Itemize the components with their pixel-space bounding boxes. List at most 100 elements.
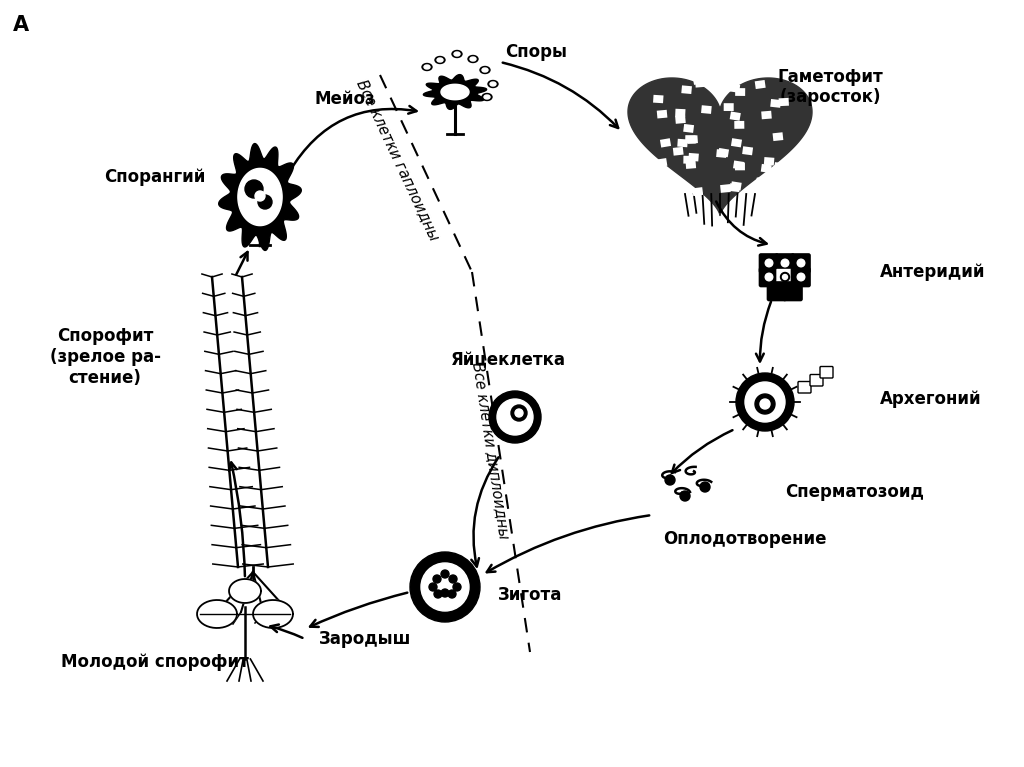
Polygon shape <box>423 74 486 110</box>
Bar <box>659 138 671 147</box>
Ellipse shape <box>736 373 794 431</box>
Text: Зародыш: Зародыш <box>318 630 412 648</box>
Text: Споры: Споры <box>505 43 567 61</box>
Circle shape <box>449 575 457 583</box>
Bar <box>685 160 696 169</box>
FancyBboxPatch shape <box>775 254 794 272</box>
Text: Спорангий: Спорангий <box>104 168 206 186</box>
Circle shape <box>700 482 710 492</box>
Text: Все клетки гаплоидны: Все клетки гаплоидны <box>354 77 441 243</box>
Circle shape <box>798 259 805 267</box>
FancyBboxPatch shape <box>760 254 778 272</box>
Ellipse shape <box>515 409 523 417</box>
Bar <box>742 146 753 155</box>
Polygon shape <box>219 143 301 251</box>
Bar <box>686 136 696 143</box>
Text: Все клетки диплоидны: Все клетки диплоидны <box>470 361 511 541</box>
Circle shape <box>765 259 773 267</box>
Bar <box>735 88 745 96</box>
Bar <box>729 183 740 192</box>
Ellipse shape <box>452 51 462 58</box>
Circle shape <box>433 575 441 583</box>
Circle shape <box>441 570 449 578</box>
Polygon shape <box>628 78 812 216</box>
Bar <box>772 132 783 141</box>
Bar <box>761 164 772 173</box>
Ellipse shape <box>497 399 534 435</box>
Ellipse shape <box>488 81 498 87</box>
Bar <box>687 135 698 143</box>
Bar <box>770 99 781 108</box>
Bar <box>734 121 744 129</box>
Ellipse shape <box>482 94 492 100</box>
Ellipse shape <box>435 57 445 64</box>
Ellipse shape <box>468 55 478 62</box>
Ellipse shape <box>482 68 488 72</box>
FancyBboxPatch shape <box>768 282 786 301</box>
Ellipse shape <box>489 391 541 443</box>
Bar <box>673 146 684 156</box>
Circle shape <box>680 491 690 501</box>
Bar <box>718 148 729 157</box>
Bar <box>730 111 740 121</box>
Ellipse shape <box>422 64 432 71</box>
Bar <box>755 80 766 89</box>
Bar <box>688 153 699 162</box>
Bar <box>764 157 774 166</box>
Polygon shape <box>197 600 237 628</box>
Ellipse shape <box>470 57 476 61</box>
Ellipse shape <box>490 82 496 86</box>
Ellipse shape <box>745 382 785 422</box>
Circle shape <box>780 272 790 281</box>
FancyBboxPatch shape <box>792 268 810 287</box>
Text: Спорофит
(зрелое ра-
стение): Спорофит (зрелое ра- стение) <box>49 328 161 387</box>
Bar <box>761 110 772 120</box>
Ellipse shape <box>511 405 527 421</box>
FancyBboxPatch shape <box>792 254 810 272</box>
Bar <box>731 138 742 147</box>
Bar <box>701 105 712 114</box>
Polygon shape <box>238 169 282 225</box>
Text: Сперматозоид: Сперматозоид <box>785 483 924 501</box>
Text: Яйцеклетка: Яйцеклетка <box>451 351 565 369</box>
Polygon shape <box>253 600 293 628</box>
Bar <box>778 98 788 106</box>
Circle shape <box>245 180 263 198</box>
FancyBboxPatch shape <box>798 381 811 393</box>
Bar <box>672 179 682 189</box>
Bar <box>677 139 688 147</box>
Bar <box>656 158 668 167</box>
Text: Мейоз: Мейоз <box>314 90 376 108</box>
Bar <box>681 85 692 94</box>
Polygon shape <box>441 84 469 100</box>
Bar <box>775 170 785 177</box>
Circle shape <box>798 273 805 281</box>
Bar <box>733 160 744 170</box>
FancyBboxPatch shape <box>760 268 778 287</box>
Bar <box>692 187 703 196</box>
Polygon shape <box>229 579 261 603</box>
Bar <box>720 184 731 193</box>
Circle shape <box>434 590 442 598</box>
Ellipse shape <box>454 52 460 56</box>
Circle shape <box>421 563 469 611</box>
Ellipse shape <box>484 95 490 99</box>
Bar <box>693 76 703 85</box>
Circle shape <box>453 583 461 591</box>
Ellipse shape <box>437 58 443 62</box>
Circle shape <box>258 195 272 209</box>
Bar <box>731 181 741 190</box>
Bar <box>683 124 694 133</box>
Bar <box>675 115 686 123</box>
Ellipse shape <box>755 394 775 414</box>
Circle shape <box>781 259 788 267</box>
Ellipse shape <box>480 67 490 74</box>
Bar <box>724 104 734 111</box>
Bar <box>653 95 664 104</box>
Text: Молодой спорофит: Молодой спорофит <box>61 653 249 671</box>
Bar <box>729 84 740 93</box>
Bar <box>685 135 695 143</box>
Bar <box>757 177 767 186</box>
FancyBboxPatch shape <box>810 374 823 386</box>
Ellipse shape <box>760 399 770 409</box>
